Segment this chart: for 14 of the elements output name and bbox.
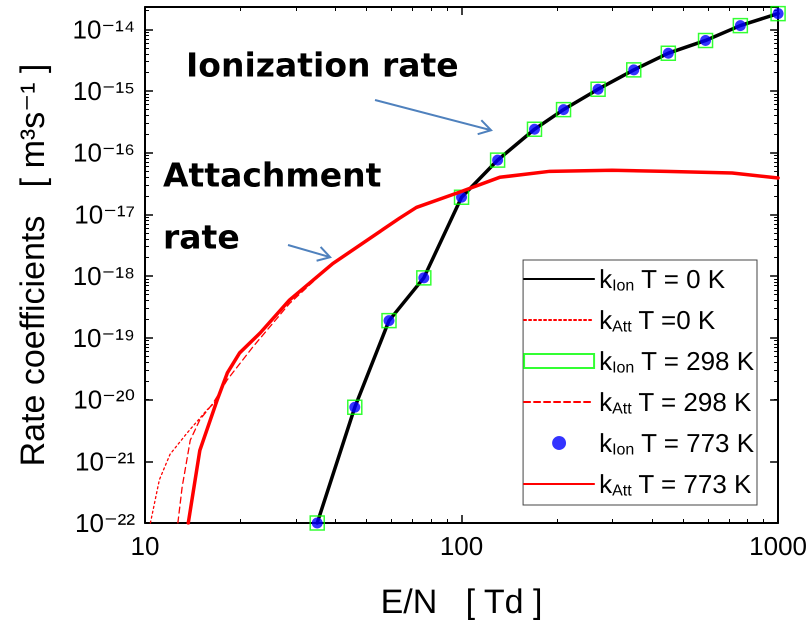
y-tick-label: 10⁻¹⁹ — [72, 322, 135, 353]
y-tick-label: 10⁻²¹ — [75, 446, 136, 476]
annotation: Attachment rate — [163, 156, 393, 256]
y-axis-title: Rate coefficients [ m³s⁻¹ ] — [14, 64, 52, 466]
x-axis-title: E/N [ Td ] — [380, 583, 542, 621]
y-tick-label: 10⁻¹⁶ — [72, 138, 135, 168]
y-tick-label: 10⁻¹⁴ — [72, 14, 135, 44]
x-tick-label: 1000 — [749, 531, 807, 561]
annotation: Ionization rate — [186, 46, 459, 84]
x-tick-label: 100 — [440, 531, 484, 561]
y-tick-label: 10⁻¹⁷ — [74, 199, 135, 230]
y-tick-label: 10⁻¹⁵ — [72, 76, 135, 106]
y-tick-label: 10⁻²⁰ — [73, 384, 135, 415]
y-tick-label: 10⁻¹⁸ — [72, 261, 135, 292]
